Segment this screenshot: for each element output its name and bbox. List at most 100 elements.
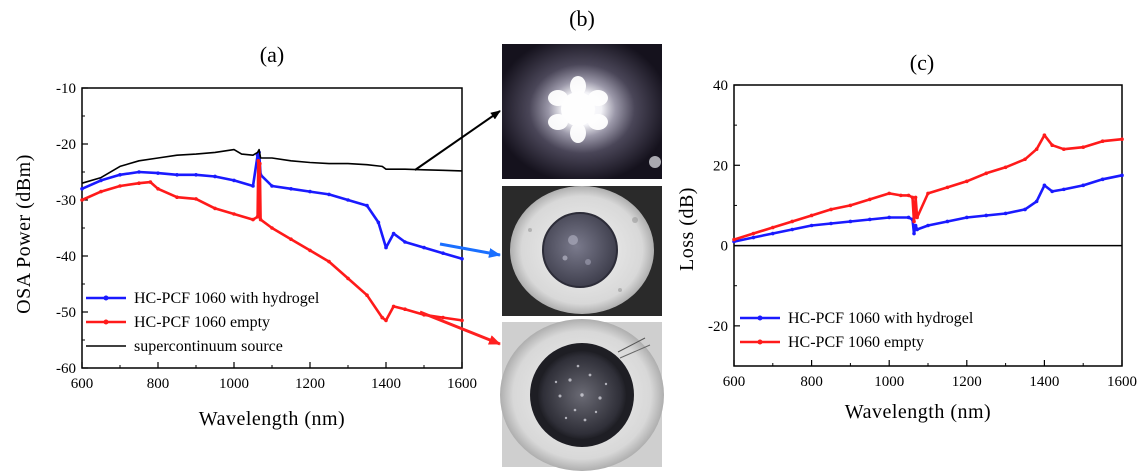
series-point-0: [175, 173, 179, 177]
series-point-1: [1050, 143, 1054, 148]
series-point-0: [790, 227, 794, 232]
y-tick-label: -20: [708, 319, 728, 335]
series-point-1: [887, 191, 891, 196]
panel-c-chart: (c) 600 800 1000 1200 1400 1600 -20 0 20 40 HC-PCF…: [676, 50, 1137, 423]
panel-a-y-axis-title: OSA Power (dBm): [13, 154, 35, 314]
series-point-1: [1081, 145, 1085, 150]
series-point-1: [732, 237, 736, 242]
series-point-0: [1062, 187, 1066, 192]
x-tick-label: 1000: [874, 374, 904, 390]
series-point-1: [945, 185, 950, 190]
series-point-0: [1034, 199, 1039, 204]
series-point-0: [809, 223, 814, 228]
series-point-1: [1062, 147, 1066, 152]
series-point-0: [915, 227, 919, 232]
series-point-0: [403, 240, 407, 244]
series-point-0: [1120, 173, 1124, 178]
series-point-1: [308, 248, 312, 253]
connector-arrows: [414, 110, 501, 346]
series-point-1: [771, 225, 775, 230]
series-point-0: [1042, 183, 1047, 188]
series-point-1: [829, 207, 833, 212]
series-point-1: [965, 179, 969, 184]
series-point-1: [403, 307, 407, 312]
series-point-1: [251, 217, 255, 222]
x-tick-label: 1600: [1107, 374, 1137, 390]
series-point-1: [848, 203, 853, 208]
series-point-0: [906, 215, 911, 220]
series-point-1: [868, 197, 872, 202]
series-point-0: [213, 174, 217, 179]
series-point-0: [868, 217, 872, 222]
legend-label-0: HC-PCF 1060 with hydrogel: [788, 310, 974, 327]
fiber-empty-image: [500, 319, 664, 471]
x-tick-label: 1200: [295, 376, 325, 392]
legend-label-2: supercontinuum source: [134, 338, 283, 355]
x-tick-label: 800: [800, 374, 823, 390]
y-tick-label: 20: [713, 158, 728, 174]
series-point-1: [148, 180, 153, 184]
series-point-0: [270, 184, 274, 188]
series-line-0: [81, 151, 463, 261]
x-tick-label: 600: [723, 374, 746, 390]
series-point-1: [384, 318, 388, 323]
y-tick-label: -30: [56, 193, 76, 209]
series-point-0: [926, 223, 930, 228]
panel-c-plot-area: 600 800 1000 1200 1400 1600 -20 0 20 40 HC-PCF 106…: [708, 78, 1137, 390]
series-point-0: [1003, 211, 1008, 216]
legend-marker-1: [103, 319, 109, 325]
series-point-1: [915, 215, 919, 220]
series-point-1: [327, 259, 331, 264]
series-point-0: [1081, 183, 1085, 188]
panel-c-y-axis-title: Loss (dB): [676, 187, 698, 271]
y-tick-label: 40: [713, 78, 728, 94]
series-point-0: [441, 251, 445, 255]
panel-a-chart: (a) 600 800 1000 1200 1400 1600 -60 -50 -40 -30 -2…: [13, 42, 477, 430]
series-point-0: [232, 178, 236, 183]
legend-marker-0: [757, 315, 763, 321]
series-point-1: [391, 304, 396, 309]
series-point-1: [257, 215, 261, 219]
series-point-0: [365, 203, 369, 208]
series-point-1: [258, 217, 263, 222]
legend-marker-0: [103, 295, 109, 301]
series-point-0: [80, 187, 84, 191]
series-point-1: [346, 276, 350, 281]
x-tick-label: 1400: [1029, 374, 1059, 390]
series-point-0: [965, 215, 969, 220]
series-point-1: [137, 181, 141, 185]
series-point-0: [912, 231, 916, 236]
mode-field-image: [502, 44, 662, 179]
series-point-1: [790, 219, 794, 224]
series-point-0: [1050, 189, 1054, 194]
series-point-0: [137, 170, 141, 174]
series-point-1: [913, 195, 918, 200]
series-point-1: [460, 318, 464, 323]
panel-c-label: (c): [910, 50, 934, 75]
series-point-0: [251, 184, 255, 188]
fiber-with-hydrogel-image: [502, 186, 662, 316]
series-point-1: [1003, 165, 1008, 170]
series-point-0: [194, 173, 198, 177]
series-point-1: [258, 161, 262, 166]
series-point-0: [99, 178, 103, 183]
y-tick-label: -60: [56, 361, 76, 377]
series-point-1: [809, 213, 814, 218]
legend-marker-1: [757, 339, 763, 345]
series-point-0: [156, 171, 160, 175]
series-point-0: [391, 231, 396, 236]
series-point-0: [945, 219, 950, 224]
series-point-1: [289, 237, 293, 241]
series-point-0: [887, 215, 891, 220]
series-point-0: [376, 220, 381, 225]
series-point-1: [213, 206, 217, 211]
series-point-0: [327, 192, 331, 197]
panel-b-label: (b): [569, 6, 595, 31]
series-point-1: [232, 212, 236, 216]
series-point-1: [906, 193, 911, 198]
x-tick-label: 1600: [447, 376, 477, 392]
series-point-0: [751, 235, 756, 240]
arrow-hydrogel-to-image: [439, 242, 501, 258]
x-tick-label: 600: [71, 376, 94, 392]
